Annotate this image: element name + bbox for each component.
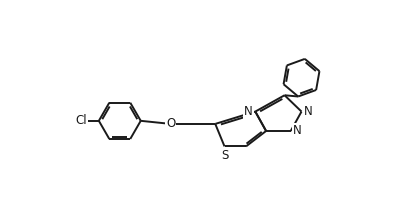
Text: Cl: Cl [75, 114, 87, 127]
Text: O: O [166, 117, 175, 130]
Text: N: N [292, 125, 301, 138]
Text: S: S [220, 149, 228, 162]
Text: N: N [303, 105, 312, 118]
Text: N: N [243, 105, 252, 118]
